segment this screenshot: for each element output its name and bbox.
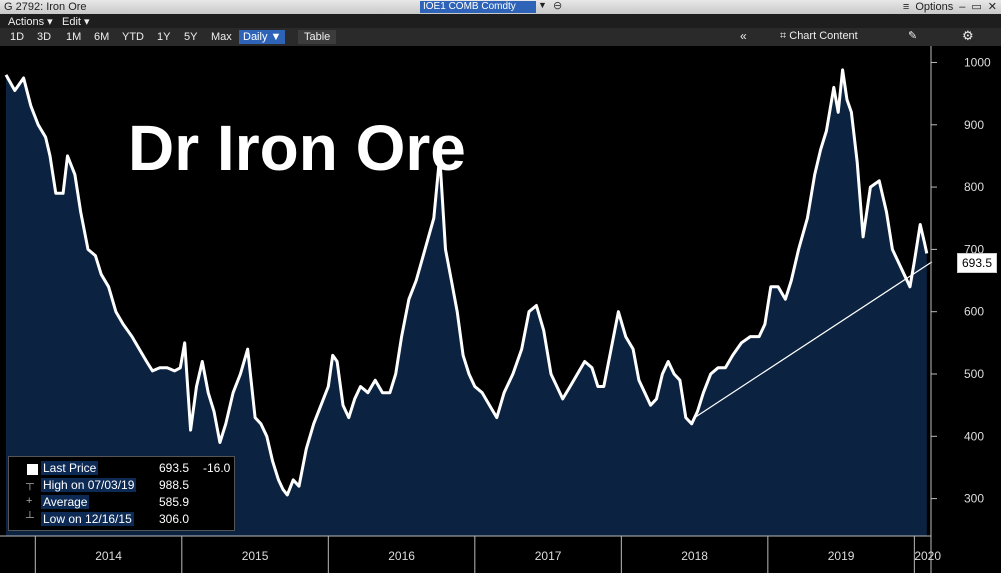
edit-menu[interactable]: Edit ▾ (62, 16, 90, 28)
price-chart: Dr Iron Ore 300 400 500 600 700 800 900 1000 20… (0, 46, 1001, 573)
price-line (4, 68, 929, 497)
actions-menu[interactable]: Actions ▾ (8, 16, 53, 28)
y-tick-label: 400 (964, 429, 984, 443)
y-tick-label: 900 (964, 118, 984, 132)
high-marker-icon: ┬ (26, 478, 34, 490)
legend-low-label: Low on 12/16/15 (41, 512, 134, 526)
x-tick-label: 2014 (95, 549, 122, 563)
trendline (694, 261, 933, 419)
range-max-button[interactable]: Max (211, 31, 232, 43)
last-price-tag: 693.5 (957, 253, 998, 273)
legend-low-value: 306.0 (159, 512, 190, 526)
legend: Last Price 693.5 -16.0 ┬ High on 07/03/1… (8, 456, 235, 531)
y-tick-label: 300 (964, 492, 984, 506)
legend-high-value: 988.5 (159, 478, 190, 492)
options-menu-icon[interactable]: ≡ (902, 1, 910, 13)
price-area (6, 69, 927, 537)
y-tick-label: 700 (964, 242, 984, 256)
range-1d-button[interactable]: 1D (10, 31, 25, 43)
legend-last-price-value: 693.5 (159, 461, 190, 475)
close-icon[interactable]: ✕ (987, 1, 997, 13)
x-tick-label: 2017 (535, 549, 562, 563)
chart-content-icon: ⌗ (780, 30, 790, 42)
legend-last-price-change: -16.0 (203, 461, 231, 475)
menu-bar: Actions ▾ Edit ▾ (0, 14, 1001, 28)
legend-average-value: 585.9 (159, 495, 190, 509)
collapse-icon[interactable]: « (740, 29, 747, 43)
chart-content-button[interactable]: ⌗ Chart Content (780, 30, 858, 43)
legend-high-label: High on 07/03/19 (41, 478, 137, 492)
x-tick-label: 2015 (242, 549, 269, 563)
x-tick-label: 2019 (828, 549, 855, 563)
chart-title: Dr Iron Ore (128, 112, 466, 184)
x-tick-label: 2016 (388, 549, 415, 563)
link-icon[interactable]: ⊖ (553, 0, 563, 12)
ticker-dropdown-icon[interactable]: ▼ (538, 0, 547, 10)
y-tick-label: 800 (964, 180, 984, 194)
low-marker-icon: ┴ (26, 512, 34, 524)
window-controls: ≡ Options – ▭ ✕ (897, 0, 997, 13)
range-1m-button[interactable]: 1M (66, 31, 82, 43)
window-title: G 2792: Iron Ore (4, 1, 87, 13)
legend-row-average[interactable]: + Average 585.9 (9, 494, 236, 511)
legend-row-last-price[interactable]: Last Price 693.5 -16.0 (9, 460, 236, 477)
table-button[interactable]: Table (298, 30, 337, 44)
legend-average-label: Average (41, 495, 90, 509)
y-axis: 300 400 500 600 700 800 900 1000 (930, 46, 991, 573)
frequency-daily-dropdown[interactable]: Daily ▼ (239, 30, 286, 44)
ticker-selector[interactable]: IOE1 COMB Comdty (420, 1, 536, 13)
y-tick-label: 1000 (964, 55, 991, 69)
y-tick-label: 600 (964, 305, 984, 319)
range-ytd-button[interactable]: YTD (122, 31, 144, 43)
legend-last-price-label: Last Price (41, 461, 99, 475)
average-marker-icon: + (26, 495, 33, 507)
range-3d-button[interactable]: 3D (37, 31, 52, 43)
x-tick-label: 2018 (681, 549, 708, 563)
chart-content-label: Chart Content (789, 30, 858, 42)
title-bar: G 2792: Iron Ore IOE1 COMB Comdty ▼ ⊖ ≡ O… (0, 0, 1001, 14)
legend-row-low[interactable]: ┴ Low on 12/16/15 306.0 (9, 511, 236, 528)
legend-swatch (27, 464, 38, 475)
legend-row-high[interactable]: ┬ High on 07/03/19 988.5 (9, 477, 236, 494)
edit-chart-icon[interactable]: ✎ (908, 30, 918, 42)
x-tick-label: 2020 (914, 549, 941, 563)
settings-gear-icon[interactable]: ⚙ (962, 28, 974, 43)
range-6m-button[interactable]: 6M (94, 31, 110, 43)
restore-icon[interactable]: ▭ (971, 1, 982, 13)
toolbar: 1D 3D 1M 6M YTD 1Y 5Y Max Daily ▼ Table … (0, 28, 1001, 46)
x-axis: 2014 2015 2016 2017 2018 2019 2020 (0, 535, 941, 573)
range-5y-button[interactable]: 5Y (184, 31, 198, 43)
options-button[interactable]: Options (915, 1, 954, 13)
minimize-icon[interactable]: – (959, 1, 966, 13)
y-tick-label: 500 (964, 367, 984, 381)
range-1y-button[interactable]: 1Y (157, 31, 171, 43)
